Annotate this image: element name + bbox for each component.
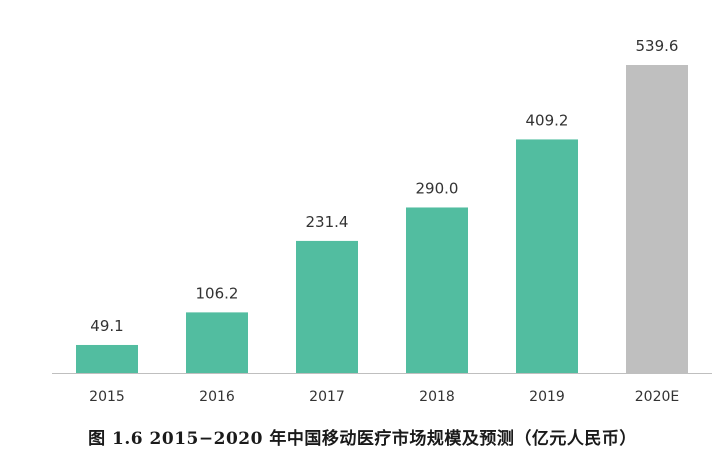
- bar-2016: [186, 312, 248, 373]
- x-tick-2019: 2019: [529, 389, 565, 405]
- bar-2018: [406, 207, 468, 373]
- x-tick-labels-group: 2015 2016 2017 2018 2019 2020E: [89, 389, 679, 405]
- bar-2019: [516, 139, 578, 373]
- value-label-2018: 290.0: [416, 179, 459, 197]
- value-label-2020E: 539.6: [636, 37, 679, 55]
- value-labels-group: 49.1 106.2 231.4 290.0 409.2 539.6: [90, 37, 678, 335]
- value-label-2017: 231.4: [306, 213, 349, 231]
- value-label-2015: 49.1: [90, 317, 123, 335]
- x-tick-2015: 2015: [89, 389, 125, 405]
- chart-caption: 图 1.6 2015−2020 年中国移动医疗市场规模及预测（亿元人民币）: [88, 429, 637, 449]
- x-tick-2016: 2016: [199, 389, 235, 405]
- bar-2020E: [626, 65, 688, 373]
- x-tick-2018: 2018: [419, 389, 455, 405]
- bar-2017: [296, 240, 358, 373]
- value-label-2016: 106.2: [196, 284, 239, 302]
- value-label-2019: 409.2: [526, 111, 569, 129]
- bar-2015: [76, 344, 138, 373]
- bars-group: [76, 65, 688, 373]
- x-tick-2020E: 2020E: [635, 389, 679, 405]
- x-tick-2017: 2017: [309, 389, 345, 405]
